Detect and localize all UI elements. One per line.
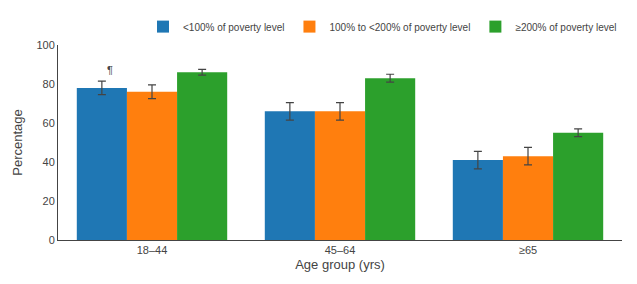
svg-text:<100% of poverty level: <100% of poverty level (183, 22, 284, 33)
svg-text:0: 0 (49, 234, 55, 246)
svg-text:18–44: 18–44 (137, 244, 168, 256)
svg-text:60: 60 (43, 117, 55, 129)
svg-text:Percentage: Percentage (10, 109, 25, 176)
svg-text:20: 20 (43, 195, 55, 207)
svg-text:80: 80 (43, 78, 55, 90)
svg-text:45–64: 45–64 (325, 244, 356, 256)
svg-text:¶: ¶ (107, 64, 113, 76)
svg-text:100% to <200% of poverty level: 100% to <200% of poverty level (329, 22, 470, 33)
svg-text:100: 100 (36, 39, 54, 51)
svg-text:≥200% of poverty level: ≥200% of poverty level (515, 22, 616, 33)
svg-text:40: 40 (43, 156, 55, 168)
svg-text:Age group (yrs): Age group (yrs) (295, 257, 385, 272)
svg-text:≥65: ≥65 (519, 244, 537, 256)
